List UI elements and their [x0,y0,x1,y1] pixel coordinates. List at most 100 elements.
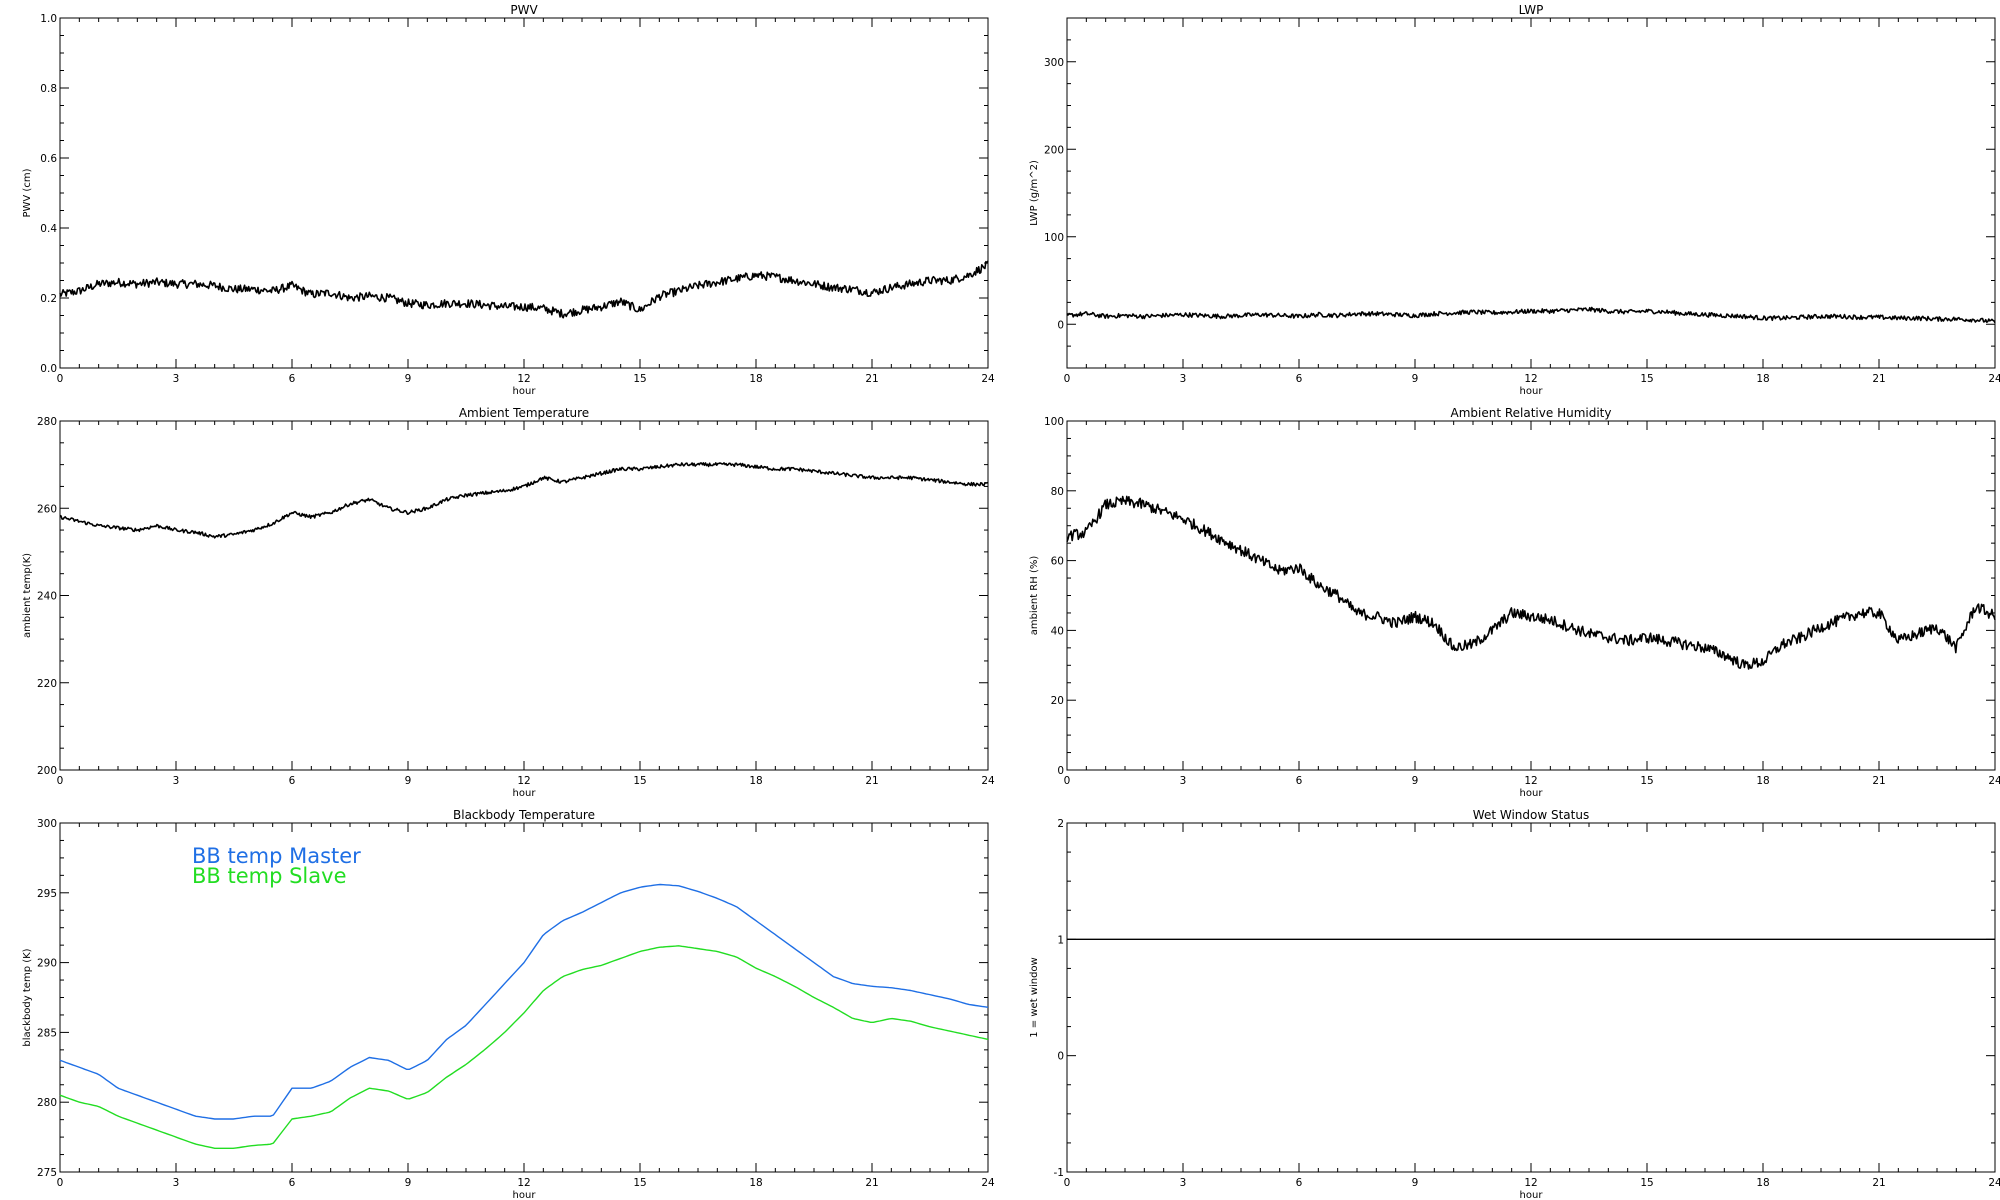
x-tick-label: 0 [57,373,64,385]
x-tick-label: 12 [1524,1177,1537,1189]
x-tick-label: 0 [57,1177,64,1189]
y-tick-label: 0 [1057,1051,1064,1063]
x-tick-label: 24 [981,775,995,787]
x-tick-label: 18 [749,775,762,787]
chart-title: Ambient Temperature [459,406,589,420]
x-tick-label: 9 [405,775,412,787]
y-tick-label: 40 [1051,625,1064,637]
y-axis-label: ambient temp(K) [22,553,33,638]
x-tick-label: 6 [1296,775,1303,787]
y-tick-label: 200 [37,765,57,777]
plot-frame [1066,822,1996,1173]
x-tick-label: 18 [749,373,762,385]
x-axis-label: hour [513,386,537,397]
x-tick-label: 21 [1872,373,1885,385]
x-tick-label: 24 [981,1177,995,1189]
chart-title: Wet Window Status [1473,808,1589,822]
x-tick-label: 3 [173,373,180,385]
x-tick-label: 9 [1412,775,1419,787]
x-tick-label: 21 [1872,1177,1885,1189]
x-tick-label: 21 [865,373,878,385]
x-tick-label: 18 [1756,1177,1769,1189]
chart-title: Ambient Relative Humidity [1451,406,1612,420]
legend-entry: BB temp Slave [192,864,347,888]
x-tick-label: 12 [517,775,530,787]
series-line-0 [59,260,989,319]
x-tick-label: 24 [981,373,995,385]
x-tick-label: 6 [1296,1177,1303,1189]
plot-frame [59,17,989,369]
x-tick-label: 12 [1524,775,1537,787]
x-tick-label: 3 [173,1177,180,1189]
x-tick-label: 0 [1064,775,1071,787]
x-tick-label: 15 [1640,775,1653,787]
y-tick-label: 0.0 [40,363,57,375]
plot-frame [1066,420,1996,771]
chart-pwv: PWV 0 3 6 9 12 15 18 21 24 0.0 0.2 0.4 0.6 0.8 1.0 hour P… [22,3,995,397]
x-tick-label: 0 [57,775,64,787]
x-tick-label: 9 [405,1177,412,1189]
x-tick-label: 3 [173,775,180,787]
y-tick-label: 1.0 [40,13,57,25]
y-tick-label: 295 [37,888,57,900]
x-tick-label: 6 [289,775,296,787]
y-tick-label: 0 [1057,765,1064,777]
y-axis-label: 1 = wet window [1029,957,1040,1037]
chart-title: Blackbody Temperature [453,808,595,822]
x-tick-label: 24 [1988,1177,2000,1189]
x-tick-label: 0 [1064,1177,1071,1189]
y-tick-label: 290 [37,958,57,970]
plot-frame [59,420,989,771]
x-tick-label: 15 [633,373,646,385]
x-tick-label: 6 [289,373,296,385]
x-axis-label: hour [1520,788,1544,799]
y-tick-label: 285 [37,1027,57,1039]
series-line-1 [59,945,989,1150]
y-tick-label: 275 [37,1167,57,1179]
x-tick-label: 6 [289,1177,296,1189]
y-tick-label: 0.6 [40,153,57,165]
y-tick-label: 300 [1044,57,1064,69]
x-tick-label: 0 [1064,373,1071,385]
y-tick-label: 200 [1044,144,1064,156]
x-tick-label: 21 [865,775,878,787]
x-tick-label: 12 [517,373,530,385]
x-tick-label: 3 [1180,373,1187,385]
x-tick-label: 15 [633,775,646,787]
y-tick-label: 0 [1057,319,1064,331]
x-axis-label: hour [513,788,537,799]
x-tick-label: 9 [1412,373,1419,385]
x-axis-label: hour [1520,386,1544,397]
chart-ambient-rh: Ambient Relative Humidity 0 3 6 9 12 15 18 21 24 0… [1029,406,2000,799]
y-tick-label: 20 [1051,695,1064,707]
x-tick-label: 18 [1756,373,1769,385]
y-tick-label: 280 [37,416,57,428]
y-tick-label: 100 [1044,232,1064,244]
y-tick-label: 2 [1057,818,1064,830]
chart-lwp: LWP 0 3 6 9 12 15 18 21 24 0 100 200 300 hour LWP (g/m^… [1029,3,2000,397]
x-tick-label: 15 [633,1177,646,1189]
legend-entry: BB temp Master [192,844,361,868]
x-tick-label: 12 [517,1177,530,1189]
y-tick-label: 1 [1057,934,1064,946]
x-tick-label: 12 [1524,373,1537,385]
x-tick-label: 15 [1640,373,1653,385]
series-line-0 [1066,495,1996,670]
y-tick-label: 300 [37,818,57,830]
x-tick-label: 24 [1988,775,2000,787]
series-line-0 [59,883,989,1120]
y-axis-label: ambient RH (%) [1029,556,1040,636]
y-tick-label: -1 [1054,1167,1064,1179]
y-tick-label: 280 [37,1097,57,1109]
y-tick-label: 0.8 [40,83,57,95]
x-tick-label: 18 [1756,775,1769,787]
x-tick-label: 9 [1412,1177,1419,1189]
y-axis-label: LWP (g/m^2) [1029,160,1040,226]
x-tick-label: 6 [1296,373,1303,385]
series-line-0 [1066,306,1996,324]
x-tick-label: 3 [1180,1177,1187,1189]
x-axis-label: hour [513,1190,537,1200]
x-tick-label: 24 [1988,373,2000,385]
y-axis-label: blackbody temp (K) [22,948,33,1046]
